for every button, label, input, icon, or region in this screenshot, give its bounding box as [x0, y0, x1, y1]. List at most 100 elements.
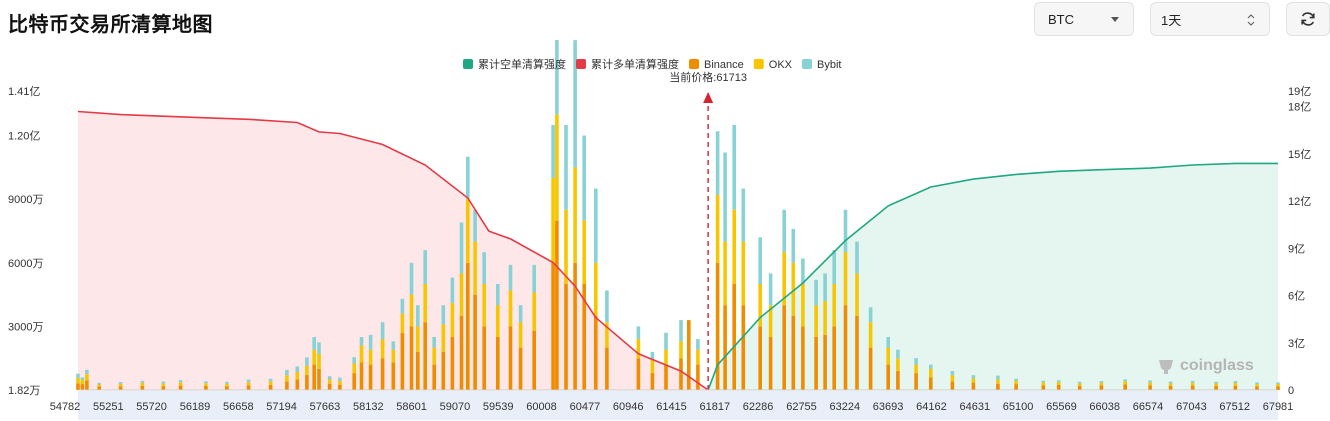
legend-swatch	[463, 59, 473, 69]
bar-okx	[582, 220, 586, 284]
bar-binance	[441, 351, 446, 390]
long-area-fill	[78, 111, 709, 390]
bar-bybit	[450, 277, 455, 304]
bar-bybit	[1014, 378, 1018, 381]
bar-okx	[732, 209, 736, 284]
bar-binance	[914, 373, 918, 390]
bar-okx	[782, 252, 786, 306]
bar-okx	[886, 347, 890, 365]
bar-binance	[118, 386, 123, 390]
bar-binance	[76, 383, 80, 390]
bar-bybit	[791, 228, 796, 263]
x-tick-label: 65100	[1003, 401, 1034, 413]
bar-bybit	[359, 337, 364, 346]
legend-item: Bybit	[817, 59, 841, 71]
bar-bybit	[741, 188, 746, 242]
bar-bybit	[664, 332, 668, 350]
y-right-tick-label: 0	[1288, 385, 1294, 397]
bar-binance	[555, 220, 559, 390]
bar-okx	[605, 322, 609, 348]
bar-binance	[650, 373, 655, 390]
refresh-button[interactable]	[1286, 2, 1330, 36]
bar-okx	[929, 368, 933, 378]
bar-binance	[450, 337, 455, 390]
y-right-tick-label: 9亿	[1288, 242, 1305, 255]
bar-bybit	[782, 209, 786, 253]
bar-okx	[1056, 382, 1061, 385]
bar-okx	[573, 167, 577, 263]
bar-binance	[594, 315, 598, 390]
bar-binance	[97, 386, 101, 390]
bar-okx	[246, 382, 251, 386]
bar-binance	[1014, 384, 1018, 390]
bar-bybit	[1077, 381, 1082, 384]
y-left-tick-label: 1.20亿	[8, 130, 40, 143]
bar-binance	[664, 364, 668, 390]
bar-bybit	[715, 131, 720, 195]
bar-binance	[1233, 385, 1238, 390]
bar-binance	[459, 315, 464, 390]
bar-binance	[85, 380, 89, 390]
bar-binance	[741, 305, 746, 390]
bar-binance	[496, 337, 500, 390]
bar-okx	[423, 284, 427, 323]
x-tick-label: 65569	[1046, 401, 1077, 413]
bar-binance	[551, 262, 555, 390]
bar-bybit	[473, 209, 477, 242]
bar-bybit	[338, 377, 342, 381]
bar-bybit	[441, 305, 446, 325]
bar-bybit	[459, 222, 464, 274]
x-tick-label: 59070	[440, 401, 471, 413]
bar-bybit	[496, 284, 500, 306]
bar-binance	[532, 330, 536, 390]
period-select[interactable]: 1天	[1150, 2, 1270, 36]
bar-bybit	[594, 188, 598, 263]
bar-okx	[391, 349, 396, 363]
y-left-tick-label: 1.82万	[8, 385, 40, 397]
bar-binance	[679, 358, 683, 390]
bar-binance	[178, 385, 183, 390]
bar-bybit	[352, 357, 356, 364]
bar-bybit	[636, 326, 641, 340]
x-tick-label: 58132	[353, 401, 384, 413]
bar-bybit	[285, 369, 289, 376]
bar-binance	[473, 294, 477, 390]
bar-bybit	[508, 264, 513, 291]
x-tick-label: 66574	[1133, 401, 1164, 413]
bar-okx	[368, 349, 373, 365]
bar-bybit	[178, 380, 183, 383]
bar-okx	[823, 301, 827, 335]
bar-bybit	[679, 320, 683, 342]
period-select-value: 1天	[1161, 12, 1182, 28]
bar-okx	[508, 290, 513, 327]
bar-bybit	[225, 381, 229, 384]
bar-bybit	[886, 337, 890, 348]
bar-binance	[416, 351, 420, 390]
bar-okx	[140, 382, 145, 386]
bar-binance	[573, 262, 577, 390]
bar-bybit	[482, 252, 486, 284]
bar-bybit	[161, 381, 166, 384]
bar-binance	[605, 347, 609, 390]
bar-binance	[432, 364, 436, 390]
x-tick-label: 57194	[266, 401, 297, 413]
page-title: 比特币交易所清算地图	[8, 14, 213, 36]
bar-okx	[1233, 383, 1238, 386]
coin-select[interactable]: BTC	[1034, 2, 1134, 36]
bar-bybit	[380, 322, 385, 340]
bar-bybit	[555, 40, 559, 115]
refresh-icon	[1301, 12, 1315, 26]
x-tick-label: 61415	[656, 401, 687, 413]
bar-bybit	[1168, 381, 1173, 384]
bar-okx	[532, 292, 536, 331]
bar-okx	[225, 383, 229, 387]
bar-bybit	[1123, 379, 1127, 382]
bar-bybit	[368, 334, 373, 350]
x-tick-label: 63224	[830, 401, 861, 413]
bar-binance	[886, 364, 890, 390]
bar-binance	[80, 384, 85, 390]
bar-binance	[791, 315, 796, 390]
bar-okx	[650, 360, 655, 373]
bar-bybit	[896, 349, 900, 359]
bar-okx	[1099, 382, 1104, 386]
